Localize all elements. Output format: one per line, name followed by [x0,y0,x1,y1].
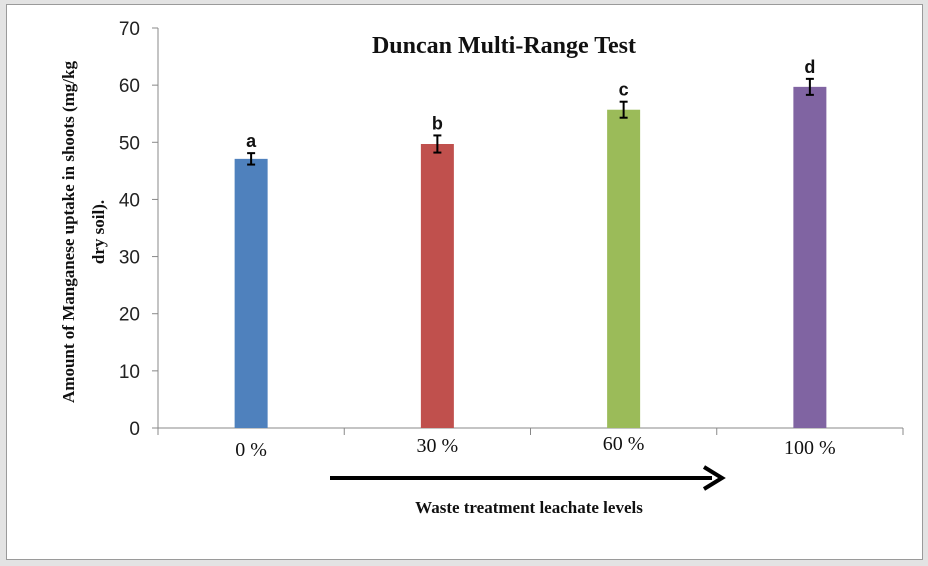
y-tick-label: 60 [119,76,140,97]
significance-letter: a [246,131,257,151]
bar [420,144,454,428]
bar [234,158,268,428]
x-tick-label: 0 % [235,439,267,461]
y-tick-label: 10 [119,362,140,383]
x-tick-label: 100 % [784,437,836,459]
y-tick-label: 30 [119,248,140,269]
x-tick-label: 60 % [603,433,645,455]
y-axis-label-line-2: dry soil). [89,200,108,264]
x-axis-label: Waste treatment leachate levels [415,498,643,517]
chart-title: Duncan Multi-Range Test [372,33,636,59]
y-tick-label: 40 [119,190,140,211]
significance-letter: b [432,113,443,133]
y-tick-label: 20 [119,305,140,326]
y-tick-label: 70 [119,19,140,40]
bar [793,86,827,428]
bar [607,109,641,428]
y-axis-label-line-1: Amount of Manganese uptake in shoots (mg… [59,61,78,403]
significance-letter: d [804,57,815,77]
y-tick-label: 0 [129,419,140,440]
chart-frame [6,4,923,560]
x-axis-arrow-head [702,465,726,491]
significance-letter: c [619,80,629,100]
y-tick-label: 50 [119,133,140,154]
x-tick-label: 30 % [417,435,459,457]
